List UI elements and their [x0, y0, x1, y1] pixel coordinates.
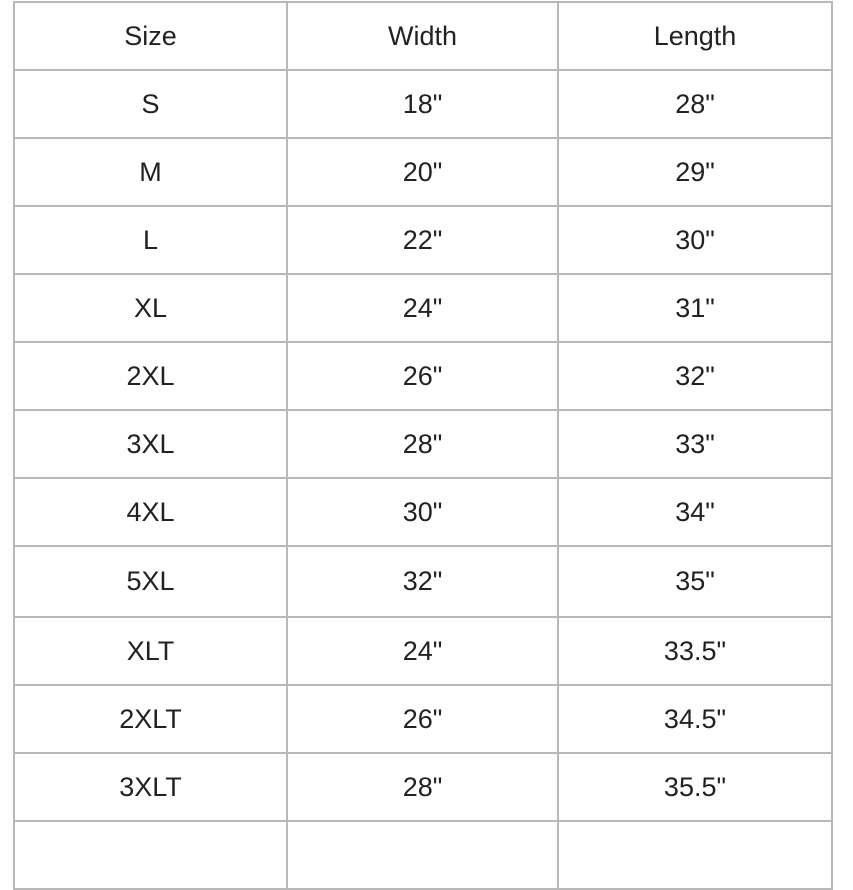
header-width: Width [286, 1, 559, 71]
empty-cell [286, 820, 559, 890]
size-cell: M [13, 137, 288, 207]
size-cell: XLT [13, 616, 288, 686]
length-cell: 31" [557, 273, 833, 343]
table-row: 5XL 32" 35" [13, 545, 833, 618]
length-cell: 34" [557, 477, 833, 547]
length-cell: 35.5" [557, 752, 833, 822]
table-row: S 18" 28" [13, 69, 833, 139]
size-chart-table: Size Width Length S 18" 28" M 20" 29" L 22" 30" X… [13, 1, 833, 890]
table-row: 4XL 30" 34" [13, 477, 833, 547]
size-cell: 2XLT [13, 684, 288, 754]
length-cell: 33" [557, 409, 833, 479]
empty-cell [557, 820, 833, 890]
width-cell: 32" [286, 545, 559, 618]
width-cell: 18" [286, 69, 559, 139]
table-body: S 18" 28" M 20" 29" L 22" 30" XL 24" 31" 2XL 26" 32" 3X… [13, 69, 833, 890]
width-cell: 26" [286, 341, 559, 411]
table-row: 3XLT 28" 35.5" [13, 752, 833, 822]
width-cell: 28" [286, 409, 559, 479]
width-cell: 30" [286, 477, 559, 547]
size-cell: L [13, 205, 288, 275]
table-row: 2XLT 26" 34.5" [13, 684, 833, 754]
width-cell: 20" [286, 137, 559, 207]
size-cell: 4XL [13, 477, 288, 547]
empty-row [13, 820, 833, 890]
width-cell: 22" [286, 205, 559, 275]
header-row: Size Width Length [13, 1, 833, 71]
width-cell: 28" [286, 752, 559, 822]
length-cell: 30" [557, 205, 833, 275]
empty-cell [13, 820, 288, 890]
length-cell: 35" [557, 545, 833, 618]
width-cell: 24" [286, 273, 559, 343]
table-row: L 22" 30" [13, 205, 833, 275]
table-row: 2XL 26" 32" [13, 341, 833, 411]
table-row: M 20" 29" [13, 137, 833, 207]
table-row: XL 24" 31" [13, 273, 833, 343]
width-cell: 26" [286, 684, 559, 754]
size-cell: 2XL [13, 341, 288, 411]
table-row: 3XL 28" 33" [13, 409, 833, 479]
length-cell: 34.5" [557, 684, 833, 754]
size-cell: XL [13, 273, 288, 343]
size-cell: S [13, 69, 288, 139]
header-length: Length [557, 1, 833, 71]
width-cell: 24" [286, 616, 559, 686]
size-cell: 3XLT [13, 752, 288, 822]
length-cell: 32" [557, 341, 833, 411]
header-size: Size [13, 1, 288, 71]
length-cell: 28" [557, 69, 833, 139]
size-cell: 5XL [13, 545, 288, 618]
length-cell: 29" [557, 137, 833, 207]
length-cell: 33.5" [557, 616, 833, 686]
table-row: XLT 24" 33.5" [13, 616, 833, 686]
size-cell: 3XL [13, 409, 288, 479]
